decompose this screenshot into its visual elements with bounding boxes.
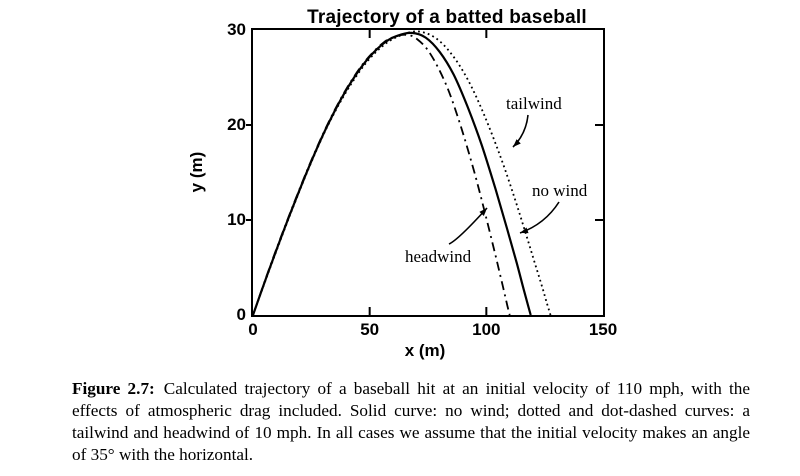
chart-title: Trajectory of a batted baseball [307, 7, 587, 28]
y-tick-label: 30 [227, 20, 246, 39]
figure-caption-text: Calculated trajectory of a baseball hit … [72, 379, 750, 464]
figure-caption-label: Figure 2.7: [72, 379, 155, 398]
annotation-arrowhead [520, 227, 529, 234]
annotation-arrowhead [513, 139, 521, 147]
curve-no-wind [251, 31, 532, 316]
curve-headwind [252, 33, 511, 316]
x-tick-label: 0 [248, 320, 258, 339]
annotation-headwind: headwind [405, 247, 472, 266]
annotation-arrowhead [479, 208, 487, 216]
x-tick-label: 50 [360, 320, 380, 339]
annotation-no-wind: no wind [532, 181, 588, 200]
curve-tailwind [252, 30, 552, 316]
x-axis-label: x (m) [404, 341, 446, 360]
y-tick-label: 0 [236, 305, 246, 324]
figure-caption: Figure 2.7: Calculated trajectory of a ba… [72, 378, 750, 466]
y-tick-label: 10 [227, 210, 246, 229]
annotation-tailwind: tailwind [506, 94, 562, 113]
x-tick-label: 150 [588, 320, 618, 339]
y-axis-label: y (m) [187, 151, 206, 193]
plot-area: tailwind no wind headwind [246, 28, 605, 317]
x-tick-label: 100 [472, 320, 501, 339]
trajectory-plot [246, 30, 603, 316]
y-tick-label: 20 [227, 115, 246, 134]
